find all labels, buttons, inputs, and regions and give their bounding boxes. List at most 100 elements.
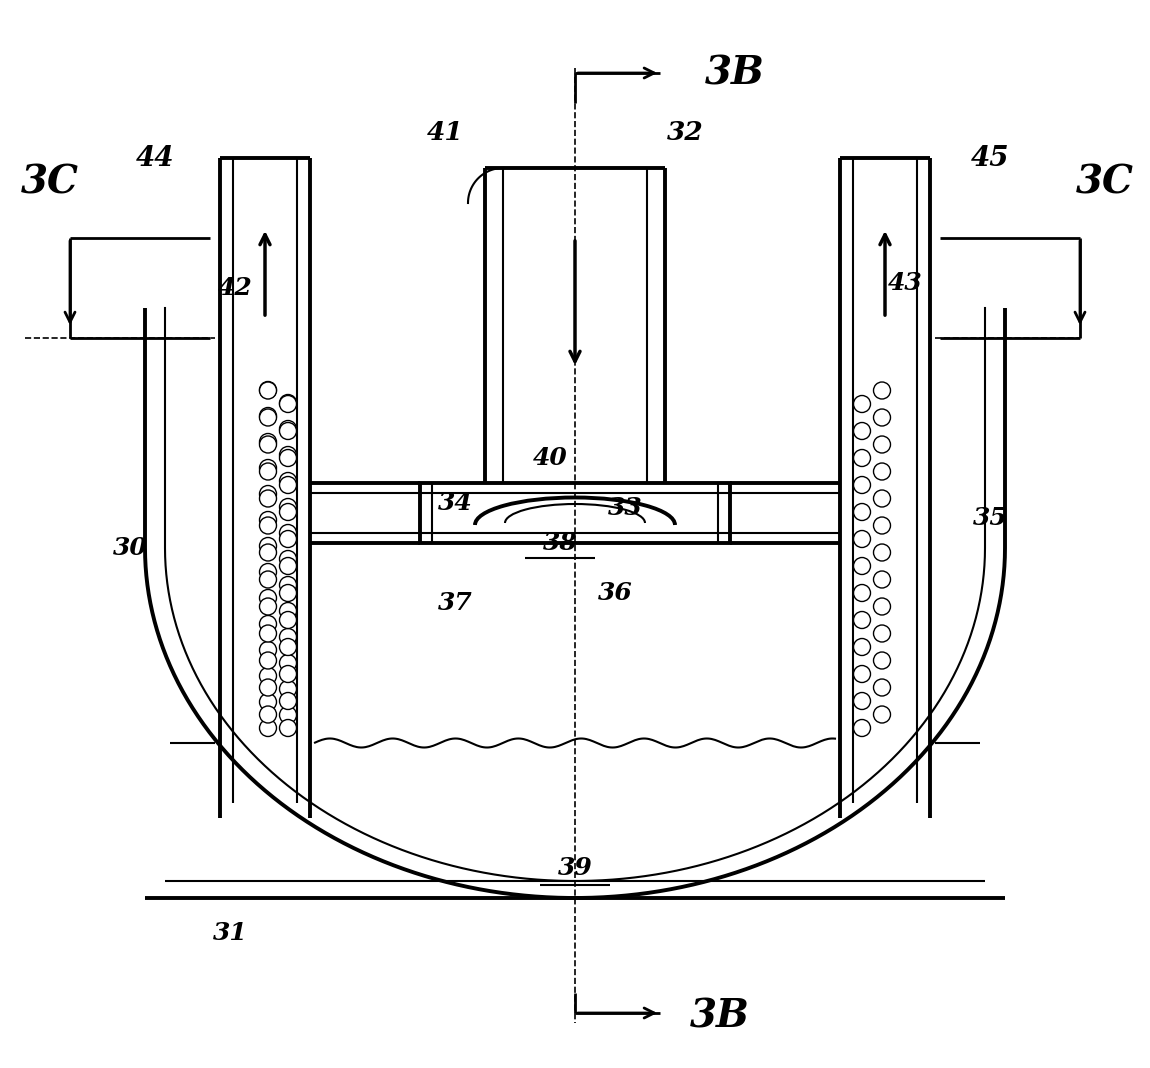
Text: 33: 33 <box>607 496 643 520</box>
Circle shape <box>853 665 871 682</box>
Circle shape <box>279 503 297 520</box>
Circle shape <box>279 655 297 672</box>
Circle shape <box>279 421 297 438</box>
Circle shape <box>260 512 276 529</box>
Circle shape <box>279 476 297 493</box>
Circle shape <box>260 459 276 476</box>
Circle shape <box>279 446 297 464</box>
Circle shape <box>279 499 297 516</box>
Circle shape <box>279 707 297 723</box>
Circle shape <box>260 382 276 399</box>
Circle shape <box>853 612 871 628</box>
Circle shape <box>853 531 871 548</box>
Circle shape <box>279 531 297 548</box>
Circle shape <box>853 692 871 709</box>
Circle shape <box>279 524 297 541</box>
Circle shape <box>260 706 276 723</box>
Circle shape <box>260 693 276 710</box>
Circle shape <box>853 557 871 575</box>
Text: 32: 32 <box>667 121 704 145</box>
Circle shape <box>874 409 890 426</box>
Circle shape <box>874 598 890 615</box>
Circle shape <box>853 423 871 440</box>
Circle shape <box>874 679 890 696</box>
Circle shape <box>279 612 297 628</box>
Circle shape <box>853 450 871 467</box>
Circle shape <box>279 577 297 594</box>
Circle shape <box>874 436 890 453</box>
Circle shape <box>260 381 276 398</box>
Text: 3B: 3B <box>690 998 750 1035</box>
Circle shape <box>279 450 297 467</box>
Circle shape <box>279 395 297 412</box>
Circle shape <box>260 625 276 642</box>
Circle shape <box>260 598 276 615</box>
Circle shape <box>279 602 297 619</box>
Circle shape <box>853 720 871 737</box>
Circle shape <box>279 472 297 489</box>
Circle shape <box>260 537 276 554</box>
Circle shape <box>279 394 297 411</box>
Circle shape <box>874 706 890 723</box>
Text: 35: 35 <box>973 506 1007 530</box>
Text: 39: 39 <box>558 855 592 880</box>
Circle shape <box>874 490 890 507</box>
Circle shape <box>260 408 276 424</box>
Text: 3C: 3C <box>1076 164 1134 202</box>
Text: 41: 41 <box>427 121 463 145</box>
Circle shape <box>260 590 276 607</box>
Text: 3B: 3B <box>705 54 765 92</box>
Circle shape <box>874 571 890 588</box>
Circle shape <box>853 639 871 656</box>
Circle shape <box>279 550 297 567</box>
Text: 31: 31 <box>213 921 247 945</box>
Text: 3C: 3C <box>21 164 79 202</box>
Circle shape <box>260 642 276 659</box>
Circle shape <box>260 486 276 503</box>
Circle shape <box>853 584 871 601</box>
Bar <box>420 483 730 543</box>
Text: 38: 38 <box>543 531 577 555</box>
Circle shape <box>874 625 890 642</box>
Text: 37: 37 <box>438 591 473 615</box>
Circle shape <box>279 665 297 682</box>
Circle shape <box>279 557 297 575</box>
Circle shape <box>260 615 276 632</box>
Circle shape <box>260 651 276 669</box>
Text: 40: 40 <box>532 446 567 470</box>
Circle shape <box>260 720 276 737</box>
Text: 36: 36 <box>598 581 632 604</box>
Circle shape <box>279 680 297 697</box>
Circle shape <box>874 517 890 534</box>
Circle shape <box>279 423 297 440</box>
Text: 44: 44 <box>136 144 175 172</box>
Circle shape <box>279 692 297 709</box>
Circle shape <box>853 395 871 412</box>
Circle shape <box>260 409 276 426</box>
Circle shape <box>874 544 890 561</box>
Circle shape <box>874 464 890 480</box>
Circle shape <box>279 584 297 601</box>
Circle shape <box>260 679 276 696</box>
Text: 34: 34 <box>438 491 473 515</box>
Circle shape <box>260 434 276 451</box>
Circle shape <box>874 651 890 669</box>
Circle shape <box>260 436 276 453</box>
Text: 30: 30 <box>113 536 147 560</box>
Circle shape <box>260 544 276 561</box>
Circle shape <box>279 720 297 737</box>
Circle shape <box>279 628 297 645</box>
Circle shape <box>260 490 276 507</box>
Circle shape <box>260 571 276 588</box>
Circle shape <box>853 476 871 493</box>
Text: 45: 45 <box>971 144 1010 172</box>
Circle shape <box>853 503 871 520</box>
Text: 42: 42 <box>217 276 252 300</box>
Circle shape <box>279 639 297 656</box>
Circle shape <box>874 382 890 399</box>
Circle shape <box>260 564 276 581</box>
Circle shape <box>260 668 276 685</box>
Circle shape <box>260 517 276 534</box>
Text: 43: 43 <box>888 271 922 295</box>
Circle shape <box>260 464 276 480</box>
